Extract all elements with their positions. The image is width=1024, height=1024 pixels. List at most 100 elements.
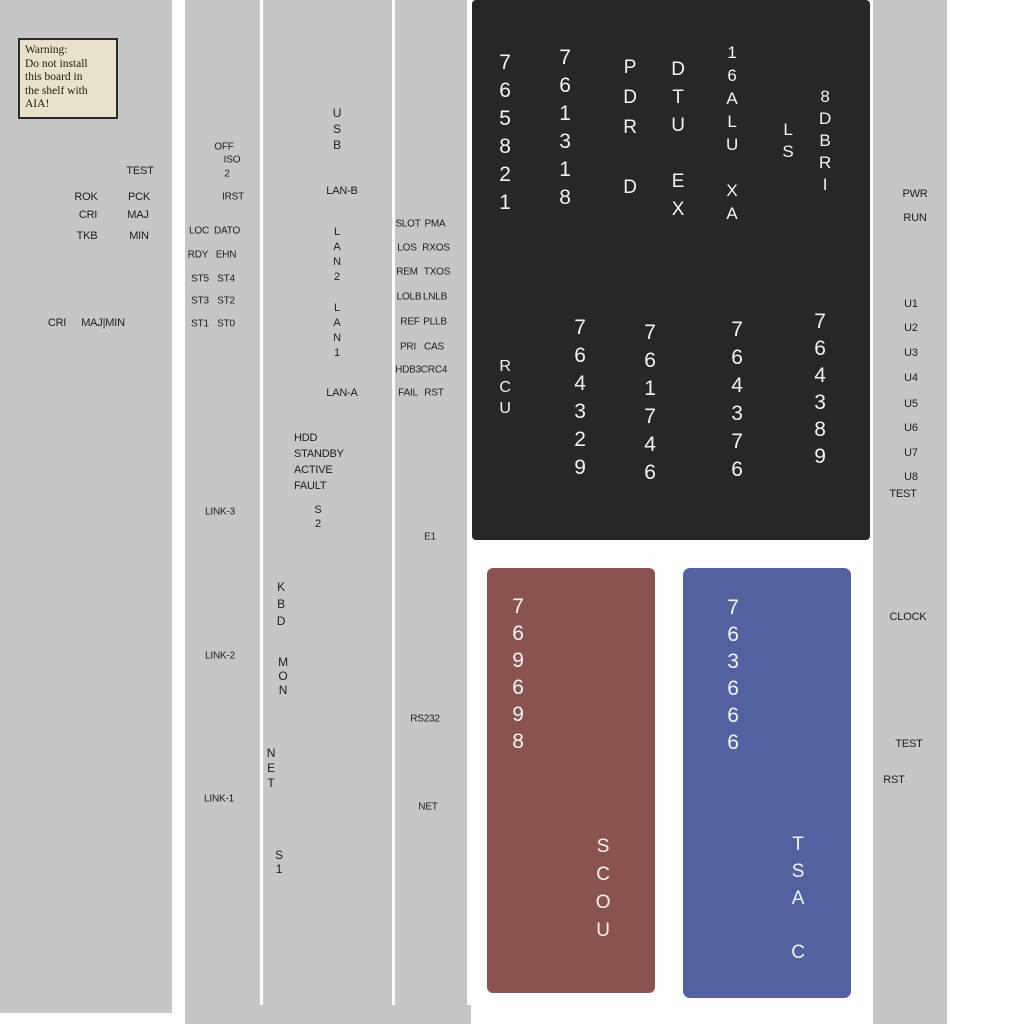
control-label-iso: ISO bbox=[223, 154, 241, 166]
alarm-panel: Warning: Do not install this board in th… bbox=[0, 0, 172, 1013]
e1-label-lolb: LOLB bbox=[396, 291, 422, 303]
e1-label-pri: PRI bbox=[399, 341, 417, 353]
clock-label-clock: CLOCK bbox=[889, 611, 927, 623]
control-label-rdy: RDY bbox=[187, 249, 209, 261]
clock-label-u5: U5 bbox=[904, 398, 918, 410]
control-label-ehn: EHN bbox=[215, 249, 237, 261]
e1-label-crc4: CRC4 bbox=[420, 364, 448, 376]
cpu-label-lan1: L A N 1 bbox=[333, 302, 341, 359]
e1-label-fail: FAIL bbox=[398, 387, 418, 399]
control-label-2: 2 bbox=[224, 168, 230, 180]
dark-label-ls: L S bbox=[782, 120, 794, 161]
scou-label-769698: 7 6 9 6 9 8 bbox=[512, 595, 524, 753]
alarm-label-maj: MAJ bbox=[127, 209, 149, 221]
dark-label-761318: 7 6 1 3 1 8 bbox=[559, 46, 571, 209]
e1-label-slot: SLOT bbox=[395, 218, 421, 230]
tsac-board bbox=[683, 568, 851, 998]
e1-label-rem: REM bbox=[396, 266, 418, 278]
cpu-label-s2: S 2 bbox=[314, 504, 322, 530]
alarm-label-pck: PCK bbox=[127, 191, 151, 203]
e1-panel bbox=[395, 0, 467, 1024]
control-label-link-1: LINK-1 bbox=[204, 793, 234, 805]
cpu-label-s1: S 1 bbox=[275, 848, 283, 876]
e1-label-lnlb: LNLB bbox=[422, 291, 448, 303]
e1-label-rxos: RXOS bbox=[422, 242, 450, 254]
clock-label-u3: U3 bbox=[904, 347, 918, 359]
scou-label-scou: S C O U bbox=[595, 836, 611, 941]
alarm-label-cri: CRI bbox=[78, 209, 98, 221]
control-label-irst: IRST bbox=[222, 191, 244, 203]
control-panel bbox=[185, 0, 260, 1024]
control-label-st3: ST3 bbox=[191, 295, 209, 307]
cpu-label-hdd: HDD bbox=[294, 432, 318, 444]
e1-label-pma: PMA bbox=[424, 218, 446, 230]
e1-label-e1: E1 bbox=[424, 531, 436, 543]
clock-label-u8: U8 bbox=[904, 471, 918, 483]
e1-label-cas: CAS bbox=[424, 341, 444, 353]
cpu-label-active: ACTIVE bbox=[294, 464, 333, 476]
alarm-label-rok: ROK bbox=[74, 191, 98, 203]
clock-label-u6: U6 bbox=[904, 422, 918, 434]
e1-label-pllb: PLLB bbox=[423, 316, 447, 328]
clock-label-u4: U4 bbox=[904, 372, 918, 384]
dark-label-761746: 7 6 1 7 4 6 bbox=[644, 321, 656, 484]
dark-label-764329: 7 6 4 3 2 9 bbox=[574, 316, 586, 479]
clock-label-test: TEST bbox=[895, 738, 923, 750]
warning-line: Warning: bbox=[25, 44, 68, 56]
dark-label-764376: 7 6 4 3 7 6 bbox=[731, 318, 743, 481]
scou-board bbox=[487, 568, 655, 993]
cpu-label-lan2: L A N 2 bbox=[333, 226, 341, 283]
cpu-label-kbd: K B D bbox=[276, 580, 286, 628]
warning-label: Warning: Do not install this board in th… bbox=[18, 38, 118, 119]
e1-label-net: NET bbox=[418, 801, 438, 813]
e1-label-txos: TXOS bbox=[423, 266, 451, 278]
dark-label-dtu-ex: D T U E X bbox=[671, 59, 685, 220]
cpu-label-lan-b: LAN-B bbox=[326, 185, 358, 197]
dark-board bbox=[472, 0, 870, 540]
dark-label-764389: 7 6 4 3 8 9 bbox=[814, 310, 826, 468]
e1-label-rs232: RS232 bbox=[410, 713, 440, 725]
control-label-st1: ST1 bbox=[191, 318, 209, 330]
control-label-link-3: LINK-3 bbox=[205, 506, 235, 518]
clock-label-test: TEST bbox=[889, 488, 917, 500]
dark-label-8dbri: 8 D B R I bbox=[818, 87, 832, 194]
cpu-label-lan-a: LAN-A bbox=[326, 387, 358, 399]
control-label-link-2: LINK-2 bbox=[205, 650, 235, 662]
control-label-st4: ST4 bbox=[217, 273, 235, 285]
dark-label-pdr-d: P D R D bbox=[623, 57, 637, 198]
cpu-label-usb: U S B bbox=[332, 106, 342, 152]
clock-label-u7: U7 bbox=[904, 447, 918, 459]
cpu-label-fault: FAULT bbox=[294, 480, 327, 492]
alarm-label-maj-min: MAJ|MIN bbox=[81, 317, 125, 329]
alarm-label-test: TEST bbox=[126, 165, 154, 177]
warning-line: Do not install bbox=[25, 57, 88, 70]
clock-label-pwr: PWR bbox=[902, 188, 928, 200]
cpu-label-standby: STANDBY bbox=[294, 448, 344, 460]
e1-label-ref: REF bbox=[400, 316, 420, 328]
bottom-strip bbox=[185, 1005, 471, 1024]
warning-line: this board in bbox=[25, 71, 83, 83]
alarm-label-tkb: TKB bbox=[76, 230, 98, 242]
control-label-loc: LOC bbox=[189, 225, 209, 237]
control-label-st0: ST0 bbox=[217, 318, 235, 330]
dark-label-16alu-xa: 1 6 A L U X A bbox=[725, 43, 739, 223]
warning-line: AIA! bbox=[25, 98, 50, 110]
clock-label-u1: U1 bbox=[904, 298, 918, 310]
tsac-label-tsa-c: T S A C bbox=[791, 834, 805, 963]
control-label-dato: DATO bbox=[213, 225, 241, 237]
e1-label-rst: RST bbox=[424, 387, 444, 399]
cpu-label-mon: M O N bbox=[278, 655, 288, 697]
e1-label-los: LOS bbox=[397, 242, 417, 254]
clock-label-u2: U2 bbox=[904, 322, 918, 334]
dark-label-765821: 7 6 5 8 2 1 bbox=[499, 51, 511, 214]
alarm-label-min: MIN bbox=[129, 230, 149, 242]
control-label-off: OFF bbox=[214, 141, 234, 153]
clock-label-run: RUN bbox=[903, 212, 927, 224]
cpu-panel bbox=[263, 0, 392, 1024]
tsac-label-763666: 7 6 3 6 6 6 bbox=[727, 596, 739, 754]
clock-panel bbox=[873, 0, 947, 1024]
control-label-st2: ST2 bbox=[217, 295, 235, 307]
control-label-st5: ST5 bbox=[191, 273, 209, 285]
clock-label-rst: RST bbox=[883, 774, 905, 786]
